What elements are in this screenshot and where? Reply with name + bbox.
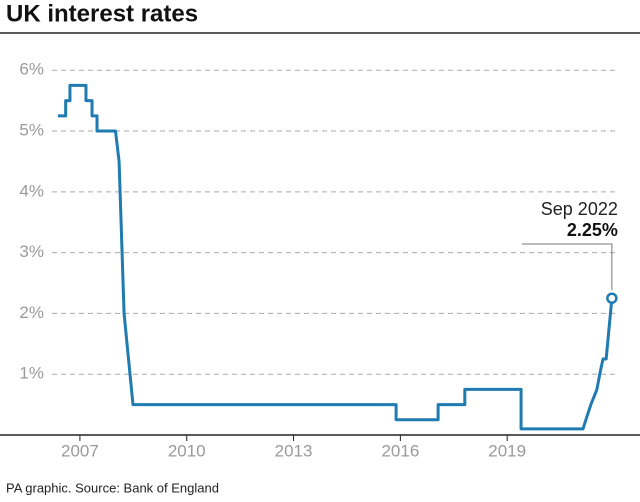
annotation-leader bbox=[521, 243, 613, 291]
chart-title: UK interest rates bbox=[6, 0, 198, 27]
y-tick-label: 6% bbox=[19, 60, 44, 79]
x-tick-label: 2010 bbox=[168, 441, 206, 460]
y-tick-label: 2% bbox=[19, 303, 44, 322]
annotation-date: Sep 2022 bbox=[541, 199, 618, 219]
x-tick-label: 2013 bbox=[275, 441, 313, 460]
y-tick-label: 4% bbox=[19, 181, 44, 200]
rate-line bbox=[57, 83, 614, 431]
y-tick-label: 5% bbox=[19, 121, 44, 140]
annotation-value: 2.25% bbox=[567, 220, 618, 240]
y-tick-label: 1% bbox=[19, 364, 44, 383]
x-tick-label: 2007 bbox=[61, 441, 99, 460]
x-tick-label: 2016 bbox=[381, 441, 419, 460]
x-tick-label: 2019 bbox=[488, 441, 526, 460]
source-note: PA graphic. Source: Bank of England bbox=[6, 480, 219, 495]
end-point bbox=[606, 292, 618, 304]
y-tick-label: 3% bbox=[19, 242, 44, 261]
